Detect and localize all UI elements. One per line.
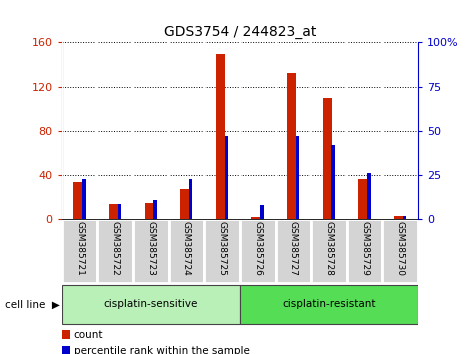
Bar: [382, 219, 418, 283]
Bar: [367, 173, 370, 219]
Text: GSM385729: GSM385729: [360, 221, 369, 276]
Text: cisplatin-resistant: cisplatin-resistant: [282, 298, 376, 309]
Bar: [358, 178, 367, 219]
Bar: [260, 205, 264, 219]
Bar: [133, 219, 169, 283]
Bar: [332, 145, 335, 219]
Text: GSM385728: GSM385728: [324, 221, 333, 276]
Text: GSM385721: GSM385721: [75, 221, 84, 276]
Bar: [109, 204, 118, 219]
Bar: [251, 217, 260, 219]
Bar: [240, 219, 276, 283]
Title: GDS3754 / 244823_at: GDS3754 / 244823_at: [164, 25, 316, 39]
Bar: [169, 219, 204, 283]
Bar: [62, 285, 240, 324]
Bar: [204, 219, 240, 283]
Text: GSM385726: GSM385726: [253, 221, 262, 276]
Bar: [240, 285, 418, 324]
Text: cell line  ▶: cell line ▶: [5, 299, 60, 309]
Text: count: count: [74, 330, 103, 339]
Text: GSM385724: GSM385724: [182, 221, 191, 276]
Bar: [403, 216, 406, 219]
Bar: [62, 219, 97, 283]
Bar: [189, 179, 192, 219]
Bar: [287, 73, 296, 219]
Bar: [144, 203, 153, 219]
Bar: [311, 219, 347, 283]
Bar: [97, 219, 133, 283]
Text: GSM385722: GSM385722: [111, 221, 120, 276]
Bar: [296, 136, 299, 219]
Bar: [118, 204, 121, 219]
Text: GSM385723: GSM385723: [146, 221, 155, 276]
Text: GSM385730: GSM385730: [396, 221, 405, 276]
Text: GSM385725: GSM385725: [218, 221, 227, 276]
Bar: [347, 219, 382, 283]
Bar: [216, 53, 225, 219]
Bar: [180, 188, 189, 219]
Bar: [323, 98, 332, 219]
Text: GSM385727: GSM385727: [289, 221, 298, 276]
Bar: [73, 182, 82, 219]
Bar: [153, 200, 157, 219]
Bar: [394, 216, 403, 219]
Bar: [225, 136, 228, 219]
Bar: [82, 179, 86, 219]
Text: percentile rank within the sample: percentile rank within the sample: [74, 346, 249, 354]
Bar: [276, 219, 311, 283]
Text: cisplatin-sensitive: cisplatin-sensitive: [104, 298, 198, 309]
